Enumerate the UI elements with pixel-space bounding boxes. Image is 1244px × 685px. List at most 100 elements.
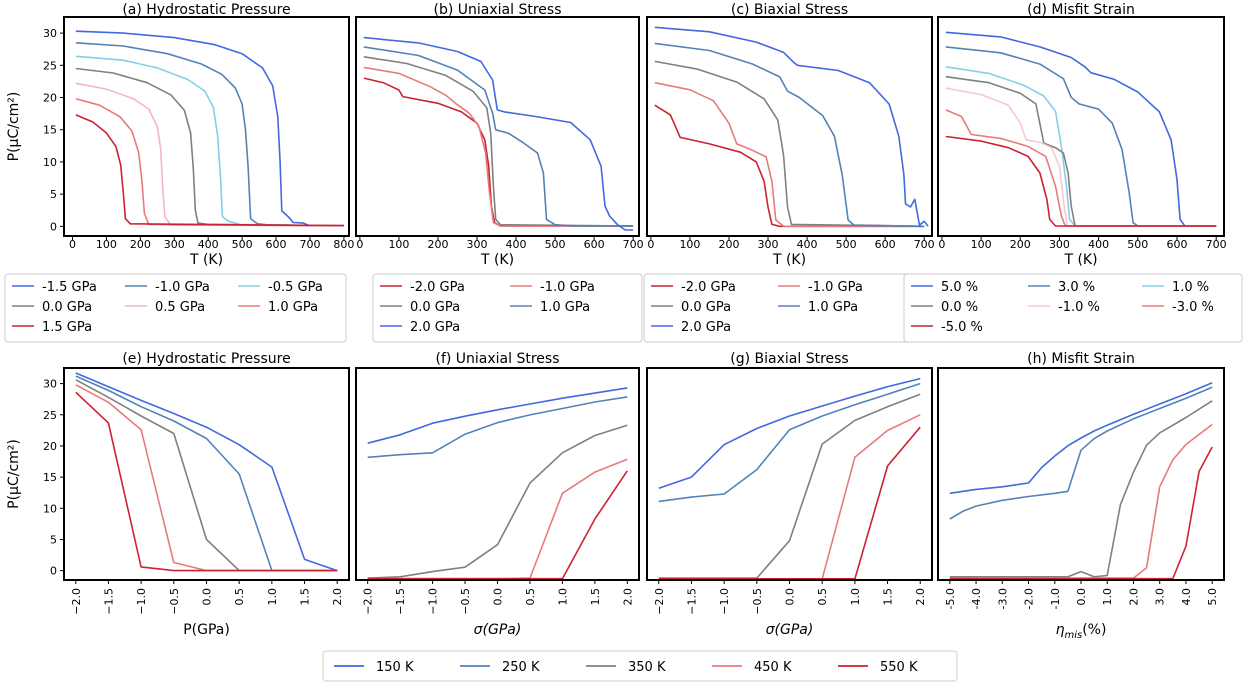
x-tick-label: 0 <box>647 238 654 251</box>
x-tick-label: −2.0 <box>362 588 375 615</box>
x-tick-label: 100 <box>679 238 700 251</box>
x-tick-label: 300 <box>164 238 185 251</box>
panel-title: (b) Uniaxial Stress <box>434 2 562 18</box>
panel-g: (g) Biaxial Stress −2.0 −1.5 −1.0 −0.5 0.0 0.5… <box>646 351 933 638</box>
panel-title: (a) Hydrostatic Pressure <box>122 2 290 18</box>
legend-label: 0.5 GPa <box>155 300 205 315</box>
legend-label: 0.0 GPa <box>410 300 460 315</box>
x-tick-label: 0 <box>938 238 945 251</box>
x-tick-label: 500 <box>1127 238 1148 251</box>
x-tick-label: 3.0 <box>1154 588 1167 606</box>
x-tick-label: −2.0 <box>70 588 83 615</box>
legend-label: 1.5 GPa <box>42 320 92 335</box>
x-tick-label: −1.5 <box>394 588 407 615</box>
legend-label: 5.0 % <box>941 280 978 295</box>
bottom-legend: 150 K 250 K 350 K 450 K 550 K <box>322 650 958 682</box>
legend-label: -2.0 GPa <box>681 280 736 295</box>
series-line-f-3 <box>367 458 628 580</box>
x-axis-label: T (K) <box>480 252 514 268</box>
series-line-b-1 <box>363 66 634 227</box>
series-line-b-4 <box>363 36 634 231</box>
y-axis-label: P(μC/cm²) <box>6 92 22 162</box>
series-group <box>654 26 929 228</box>
x-tick-label: −1.0 <box>427 588 440 615</box>
y-tick-label: 0 <box>50 565 57 578</box>
legend-a: -1.5 GPa -1.0 GPa -0.5 GPa 0.0 GPa 0.5 GPa 1.… <box>4 273 347 343</box>
x-tick-label: 800 <box>333 238 354 251</box>
x-tick-label: 0 <box>69 238 76 251</box>
x-axis-label: T (K) <box>1063 252 1097 268</box>
legend-frame <box>903 273 1243 343</box>
y-tick-label: 30 <box>43 378 57 391</box>
x-tick-label: 400 <box>797 238 818 251</box>
series-line-d-2 <box>945 66 1217 227</box>
legend-label: -1.0 GPa <box>540 280 595 295</box>
x-tick-label: 600 <box>1166 238 1187 251</box>
plot-frame <box>355 367 640 581</box>
legend-d: 5.0 % 3.0 % 1.0 % 0.0 % -1.0 % -3.0 % -5.0 % <box>903 273 1243 343</box>
legend-label: -1.0 GPa <box>808 280 863 295</box>
series-line-e-0 <box>75 372 338 572</box>
plot-frame <box>646 16 933 237</box>
series-line-a-0 <box>75 30 344 227</box>
x-tick-label: 300 <box>467 238 488 251</box>
legend-label: 2.0 GPa <box>681 320 731 335</box>
panel-d: (d) Misfit Strain 0 100 200 300 400 500 600 700 T… <box>937 2 1227 268</box>
panel-e: (e) Hydrostatic Pressure −2.0 −1.5 −1.0 −0.5… <box>6 351 350 638</box>
y-tick-label: 15 <box>43 124 57 137</box>
legend-label: 0.0 % <box>941 300 978 315</box>
series-line-e-4 <box>75 391 338 572</box>
x-tick-label: 600 <box>584 238 605 251</box>
x-tick-label: 500 <box>836 238 857 251</box>
x-tick-label: 1.5 <box>299 588 312 606</box>
series-group <box>658 377 921 580</box>
x-tick-label: 0.0 <box>492 588 505 606</box>
series-line-a-1 <box>75 42 344 227</box>
panel-title: (e) Hydrostatic Pressure <box>122 351 290 367</box>
x-tick-label: 600 <box>875 238 896 251</box>
x-axis-label: T (K) <box>189 252 223 268</box>
legend-label: 0.0 GPa <box>42 300 92 315</box>
legend-label: -3.0 % <box>1172 300 1214 315</box>
series-line-h-3 <box>949 423 1213 579</box>
series-line-h-1 <box>949 386 1213 520</box>
series-line-a-5 <box>75 98 344 227</box>
panel-c: (c) Biaxial Stress 0 100 200 300 400 500 600 700… <box>646 2 935 268</box>
x-tick-label: 200 <box>130 238 151 251</box>
y-axis-label: P(μC/cm²) <box>6 439 22 509</box>
series-group <box>75 372 338 572</box>
legend-label: 550 K <box>880 660 918 675</box>
x-tick-label: 1.0 <box>1101 588 1114 606</box>
x-tick-label: 500 <box>232 238 253 251</box>
panel-b: (b) Uniaxial Stress 0 100 200 300 400 500 600 70… <box>355 2 644 268</box>
x-tick-label: −1.5 <box>685 588 698 615</box>
x-tick-label: 1.5 <box>589 588 602 606</box>
series-line-a-2 <box>75 55 344 227</box>
x-tick-label: 600 <box>266 238 287 251</box>
series-line-g-1 <box>658 382 921 503</box>
x-tick-label: −2.0 <box>653 588 666 615</box>
panel-title: (c) Biaxial Stress <box>731 2 848 18</box>
series-line-c-0 <box>654 104 925 228</box>
legend-label: 1.0 % <box>1172 280 1209 295</box>
series-line-d-1 <box>945 46 1217 227</box>
series-line-g-4 <box>658 426 921 580</box>
plot-frame <box>646 367 933 581</box>
series-line-d-6 <box>945 135 1217 227</box>
legend-frame <box>372 273 643 343</box>
series-line-a-6 <box>75 114 344 227</box>
panel-title: (g) Biaxial Stress <box>730 351 848 367</box>
x-tick-label: −1.5 <box>102 588 115 615</box>
legend-c: -2.0 GPa -1.0 GPa 0.0 GPa 1.0 GPa 2.0 GPa <box>643 273 925 343</box>
legend-label: 1.0 GPa <box>268 300 318 315</box>
x-tick-label: -5.0 <box>944 588 957 609</box>
x-tick-label: 400 <box>506 238 527 251</box>
legend-label: -1.0 GPa <box>155 280 210 295</box>
x-tick-label: −1.0 <box>718 588 731 615</box>
legend-label: -5.0 % <box>941 320 983 335</box>
x-tick-label: 2.0 <box>914 588 927 606</box>
plot-frame <box>63 367 350 581</box>
series-group <box>363 36 634 231</box>
